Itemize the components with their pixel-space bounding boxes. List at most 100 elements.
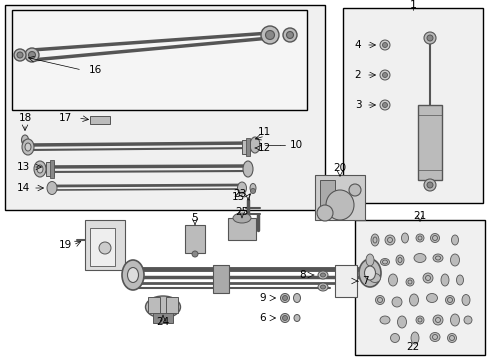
Text: 16: 16 xyxy=(88,65,102,75)
Ellipse shape xyxy=(249,184,256,193)
Ellipse shape xyxy=(348,184,360,196)
Ellipse shape xyxy=(429,333,439,342)
Ellipse shape xyxy=(25,143,31,151)
Ellipse shape xyxy=(382,42,386,48)
Text: 10: 10 xyxy=(289,140,303,150)
Text: 18: 18 xyxy=(19,113,32,123)
Text: 21: 21 xyxy=(412,211,426,221)
Ellipse shape xyxy=(423,32,435,44)
Text: 19: 19 xyxy=(58,240,71,250)
Text: 24: 24 xyxy=(156,317,169,327)
Ellipse shape xyxy=(127,267,138,283)
Ellipse shape xyxy=(34,161,46,177)
Ellipse shape xyxy=(232,213,250,223)
Bar xyxy=(319,180,334,215)
Ellipse shape xyxy=(358,259,380,287)
Ellipse shape xyxy=(369,274,380,283)
Ellipse shape xyxy=(413,253,425,262)
Bar xyxy=(148,297,160,313)
Bar xyxy=(184,225,204,253)
Text: 12: 12 xyxy=(258,143,271,153)
Ellipse shape xyxy=(37,165,43,173)
Ellipse shape xyxy=(286,31,293,39)
Text: 9: 9 xyxy=(259,293,266,303)
Ellipse shape xyxy=(47,181,57,194)
Ellipse shape xyxy=(397,316,406,328)
Bar xyxy=(12,10,306,110)
Bar xyxy=(165,297,178,313)
Ellipse shape xyxy=(122,260,143,290)
Bar xyxy=(314,175,364,220)
Bar xyxy=(153,313,173,323)
Ellipse shape xyxy=(317,271,327,279)
Bar xyxy=(245,138,249,156)
Text: 20: 20 xyxy=(333,163,346,173)
Bar xyxy=(46,162,54,176)
Text: 6: 6 xyxy=(259,313,266,323)
Text: 3: 3 xyxy=(354,100,361,110)
Ellipse shape xyxy=(391,297,401,307)
Bar xyxy=(85,220,125,270)
Ellipse shape xyxy=(250,189,255,194)
Text: 15: 15 xyxy=(231,192,244,202)
Ellipse shape xyxy=(408,294,418,306)
Bar xyxy=(90,228,115,266)
Bar xyxy=(417,105,441,180)
Ellipse shape xyxy=(243,161,252,177)
Bar xyxy=(5,5,325,210)
Ellipse shape xyxy=(375,296,384,305)
Ellipse shape xyxy=(22,140,27,145)
Ellipse shape xyxy=(316,205,332,221)
Ellipse shape xyxy=(410,332,418,344)
Ellipse shape xyxy=(415,316,423,324)
Text: 2: 2 xyxy=(354,70,361,80)
Ellipse shape xyxy=(280,293,289,302)
Ellipse shape xyxy=(14,49,26,61)
Text: 23: 23 xyxy=(233,189,246,199)
Ellipse shape xyxy=(429,234,439,243)
Ellipse shape xyxy=(25,48,39,62)
Ellipse shape xyxy=(379,40,389,50)
Ellipse shape xyxy=(320,273,325,277)
Ellipse shape xyxy=(450,235,458,245)
Text: 22: 22 xyxy=(406,342,419,352)
Ellipse shape xyxy=(379,70,389,80)
Ellipse shape xyxy=(293,293,300,302)
Ellipse shape xyxy=(365,254,373,266)
Ellipse shape xyxy=(384,235,394,245)
Ellipse shape xyxy=(237,182,246,194)
Ellipse shape xyxy=(320,285,325,289)
Ellipse shape xyxy=(423,179,435,191)
Text: 7: 7 xyxy=(361,276,367,286)
Text: 11: 11 xyxy=(258,127,271,137)
Ellipse shape xyxy=(265,31,274,40)
Ellipse shape xyxy=(426,35,432,41)
Text: 5: 5 xyxy=(191,213,198,223)
Ellipse shape xyxy=(379,100,389,110)
Ellipse shape xyxy=(432,254,442,262)
Text: 4: 4 xyxy=(354,40,361,50)
Ellipse shape xyxy=(422,273,432,283)
Ellipse shape xyxy=(456,275,463,285)
Text: 1: 1 xyxy=(408,0,416,10)
Ellipse shape xyxy=(382,72,386,77)
Ellipse shape xyxy=(280,314,289,323)
Ellipse shape xyxy=(445,296,453,305)
Ellipse shape xyxy=(390,333,399,342)
Ellipse shape xyxy=(387,274,397,286)
Ellipse shape xyxy=(461,294,469,306)
Ellipse shape xyxy=(282,296,287,301)
Text: 17: 17 xyxy=(58,113,71,123)
Ellipse shape xyxy=(426,293,437,302)
Ellipse shape xyxy=(440,274,448,286)
Ellipse shape xyxy=(17,52,23,58)
Ellipse shape xyxy=(325,190,353,220)
Ellipse shape xyxy=(463,316,471,324)
Ellipse shape xyxy=(426,182,432,188)
Ellipse shape xyxy=(364,266,375,280)
Ellipse shape xyxy=(282,315,287,320)
Ellipse shape xyxy=(395,255,403,265)
Bar xyxy=(227,218,256,240)
Ellipse shape xyxy=(405,278,413,286)
Bar xyxy=(354,220,484,355)
